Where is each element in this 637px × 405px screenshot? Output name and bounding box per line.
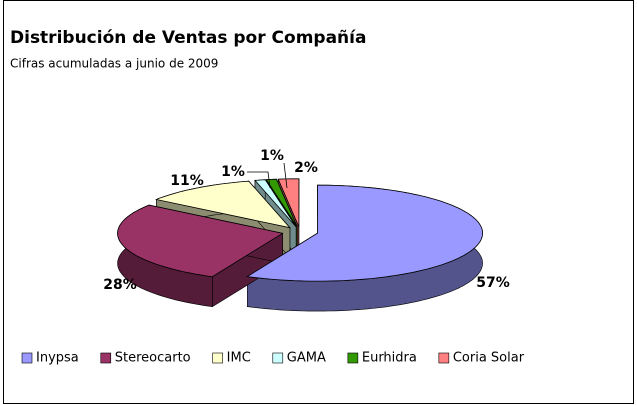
- data-label: 11%: [170, 173, 204, 189]
- data-label: 57%: [476, 275, 510, 291]
- pie-slice: [246, 184, 484, 282]
- pie-slice: [265, 178, 298, 228]
- chart-title: Distribución de Ventas por Compañía: [10, 28, 366, 48]
- legend-label: Inypsa: [36, 351, 79, 366]
- legend-swatch: [347, 352, 359, 364]
- legend-label: Stereocarto: [115, 351, 191, 366]
- pie-tops: [117, 178, 484, 282]
- data-label: 1%: [260, 148, 284, 164]
- data-label: 28%: [103, 277, 137, 293]
- pie-labels: 57% 28% 11% 1% 1% 2%: [103, 148, 510, 293]
- leader-line: [247, 171, 271, 189]
- leader-line: [283, 162, 288, 189]
- pie-slice: [117, 204, 284, 278]
- chart-subtitle: Cifras acumuladas a junio de 2009: [10, 57, 218, 71]
- legend-swatch: [438, 352, 450, 364]
- legend-label: Coria Solar: [453, 351, 525, 366]
- legend-label: IMC: [227, 351, 251, 366]
- legend-label: GAMA: [287, 351, 326, 366]
- legend-swatch: [272, 352, 284, 364]
- pie-slice: [254, 179, 297, 228]
- pie-slice: [277, 178, 300, 227]
- legend-swatch: [100, 352, 112, 364]
- legend-swatch: [212, 352, 223, 364]
- data-label: 1%: [221, 164, 245, 180]
- legend: Inypsa Stereocarto IMC GAMA Eurhidra Coria So…: [21, 351, 525, 366]
- pie-slice: [155, 180, 292, 229]
- legend-label: Eurhidra: [362, 351, 417, 366]
- data-label: 2%: [294, 160, 318, 176]
- legend-swatch: [21, 352, 33, 364]
